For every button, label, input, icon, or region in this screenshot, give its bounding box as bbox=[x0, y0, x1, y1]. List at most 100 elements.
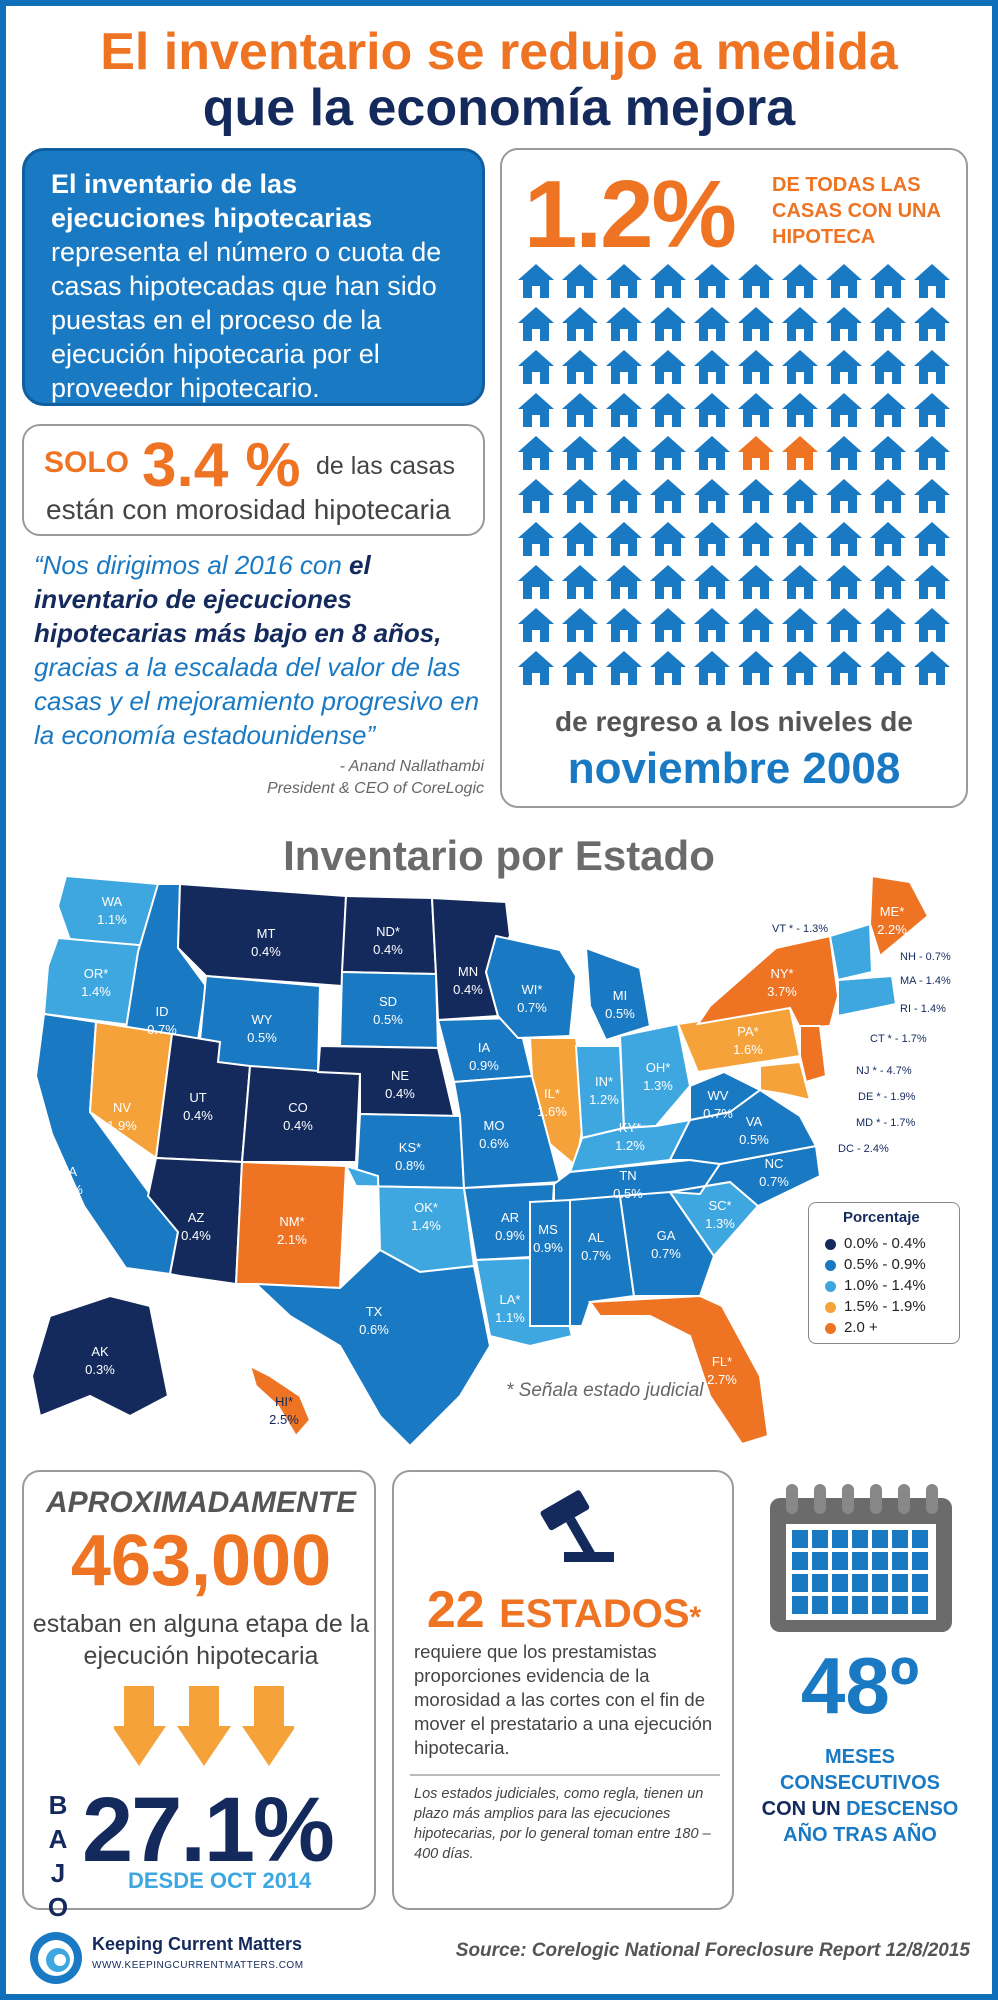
bajo-letter: A bbox=[48, 1824, 68, 1854]
state-or bbox=[42, 936, 152, 1028]
east-state-label: MA - 1.4% bbox=[900, 975, 951, 987]
state-ms bbox=[529, 1198, 571, 1327]
house-icon bbox=[604, 475, 646, 517]
house-icon bbox=[516, 389, 558, 431]
decline-value: 27.1% bbox=[82, 1779, 335, 1881]
house-icon bbox=[516, 303, 558, 345]
house-icon bbox=[780, 604, 822, 646]
state-code-label: AK bbox=[91, 1344, 109, 1359]
house-icon bbox=[692, 518, 734, 560]
east-state-label: DC - 2.4% bbox=[838, 1143, 889, 1155]
house-icon bbox=[648, 518, 690, 560]
house-icon bbox=[824, 475, 866, 517]
house-icon bbox=[912, 475, 954, 517]
state-code-label: UT bbox=[189, 1090, 206, 1105]
legend-item: 2.0 + bbox=[825, 1319, 878, 1336]
house-icon bbox=[824, 561, 866, 603]
legend-swatch bbox=[825, 1238, 836, 1250]
delinquency-suffix: de las casas bbox=[316, 452, 455, 480]
state-fl bbox=[588, 1294, 770, 1446]
state-value-label: 0.6% bbox=[359, 1322, 389, 1337]
house-icon bbox=[868, 389, 910, 431]
state-code-label: CO bbox=[288, 1100, 308, 1115]
state-value-label: 1.9% bbox=[107, 1118, 137, 1133]
house-icon bbox=[560, 260, 602, 302]
state-code-label: WA bbox=[102, 894, 123, 909]
legend-item: 0.0% - 0.4% bbox=[825, 1235, 926, 1252]
divider bbox=[410, 1774, 720, 1776]
house-icon bbox=[868, 518, 910, 560]
state-value-label: 0.4% bbox=[283, 1118, 313, 1133]
house-icon bbox=[780, 518, 822, 560]
state-hi bbox=[248, 1364, 312, 1438]
state-value-label: 0.8% bbox=[395, 1158, 425, 1173]
quote-author: - Anand Nallathambi President & CEO of C… bbox=[150, 756, 484, 800]
calendar-icon bbox=[770, 1484, 952, 1632]
house-icon bbox=[604, 260, 646, 302]
state-ak bbox=[30, 1294, 170, 1418]
house-icon bbox=[560, 475, 602, 517]
author-role: President & CEO of CoreLogic bbox=[267, 780, 484, 797]
house-icon bbox=[648, 475, 690, 517]
house-icon bbox=[736, 260, 778, 302]
state-code-label: HI* bbox=[275, 1394, 293, 1409]
house-icon bbox=[824, 647, 866, 689]
judicial-note: * Señala estado judicial bbox=[506, 1380, 704, 1401]
legend-swatch bbox=[825, 1259, 836, 1271]
months-line2: CONSECUTIVOS bbox=[779, 1772, 941, 1794]
state-code-label: NE bbox=[391, 1068, 409, 1083]
state-wv bbox=[689, 1070, 762, 1122]
house-icon bbox=[736, 518, 778, 560]
state-value-label: 1.2% bbox=[589, 1092, 619, 1107]
house-icon bbox=[692, 604, 734, 646]
back-to-line1: de regreso a los niveles de bbox=[555, 706, 913, 737]
house-icon bbox=[560, 303, 602, 345]
house-icon bbox=[560, 432, 602, 474]
state-code-label: NV bbox=[113, 1100, 131, 1115]
state-value-label: 0.5% bbox=[605, 1006, 635, 1021]
legend-item: 1.0% - 1.4% bbox=[825, 1277, 926, 1294]
state-value-label: 2.2% bbox=[877, 922, 907, 937]
state-code-label: ME* bbox=[880, 904, 905, 919]
houses-grid bbox=[516, 260, 956, 690]
house-icon bbox=[912, 346, 954, 388]
house-icon bbox=[780, 303, 822, 345]
east-state-label: VT * - 1.3% bbox=[772, 923, 828, 935]
state-value-label: 0.4% bbox=[373, 942, 403, 957]
state-sd bbox=[338, 970, 440, 1050]
states-text: requiere que los prestamistas proporcion… bbox=[414, 1641, 713, 1758]
foreclosures-box: APROXIMADAMENTE 463,000 estaban en algun… bbox=[22, 1470, 376, 1922]
house-icon bbox=[780, 561, 822, 603]
state-value-label: 0.6% bbox=[479, 1136, 509, 1151]
state-ma-ct bbox=[837, 974, 898, 1018]
state-value-label: 0.5% bbox=[53, 1182, 83, 1197]
house-icon bbox=[736, 647, 778, 689]
legend-label: 2.0 + bbox=[844, 1319, 878, 1336]
legend-swatch bbox=[825, 1301, 836, 1313]
house-icon bbox=[912, 260, 954, 302]
legend-label: 1.0% - 1.4% bbox=[844, 1277, 926, 1294]
legend-item: 1.5% - 1.9% bbox=[825, 1298, 926, 1315]
east-state-label: NJ * - 4.7% bbox=[856, 1065, 912, 1077]
house-icon bbox=[868, 604, 910, 646]
house-icon bbox=[516, 432, 558, 474]
judicial-states-box: 22 ESTADOS* requiere que los prestamista… bbox=[392, 1470, 734, 1910]
legend-swatch bbox=[825, 1322, 836, 1334]
months-line1: MESES bbox=[824, 1746, 896, 1768]
legend-label: 0.5% - 0.9% bbox=[844, 1256, 926, 1273]
state-value-label: 1.3% bbox=[705, 1216, 735, 1231]
state-code-label: KY* bbox=[619, 1120, 641, 1135]
house-icon bbox=[736, 389, 778, 431]
state-tx bbox=[253, 1248, 492, 1448]
house-icon bbox=[824, 604, 866, 646]
state-code-label: LA* bbox=[500, 1292, 521, 1307]
state-value-label: 0.5% bbox=[613, 1186, 643, 1201]
state-value-label: 0.9% bbox=[533, 1240, 563, 1255]
decline-since: DESDE OCT 2014 bbox=[128, 1868, 312, 1893]
state-nj bbox=[799, 1025, 828, 1084]
house-icon-highlighted bbox=[736, 432, 778, 474]
months-line3a: CON UN bbox=[761, 1798, 841, 1820]
legend: Porcentaje 0.0% - 0.4% 0.5% - 0.9% 1.0% - … bbox=[808, 1202, 960, 1344]
state-value-label: 2.5% bbox=[269, 1412, 299, 1427]
months-line3b: DESCENSO bbox=[846, 1798, 959, 1820]
